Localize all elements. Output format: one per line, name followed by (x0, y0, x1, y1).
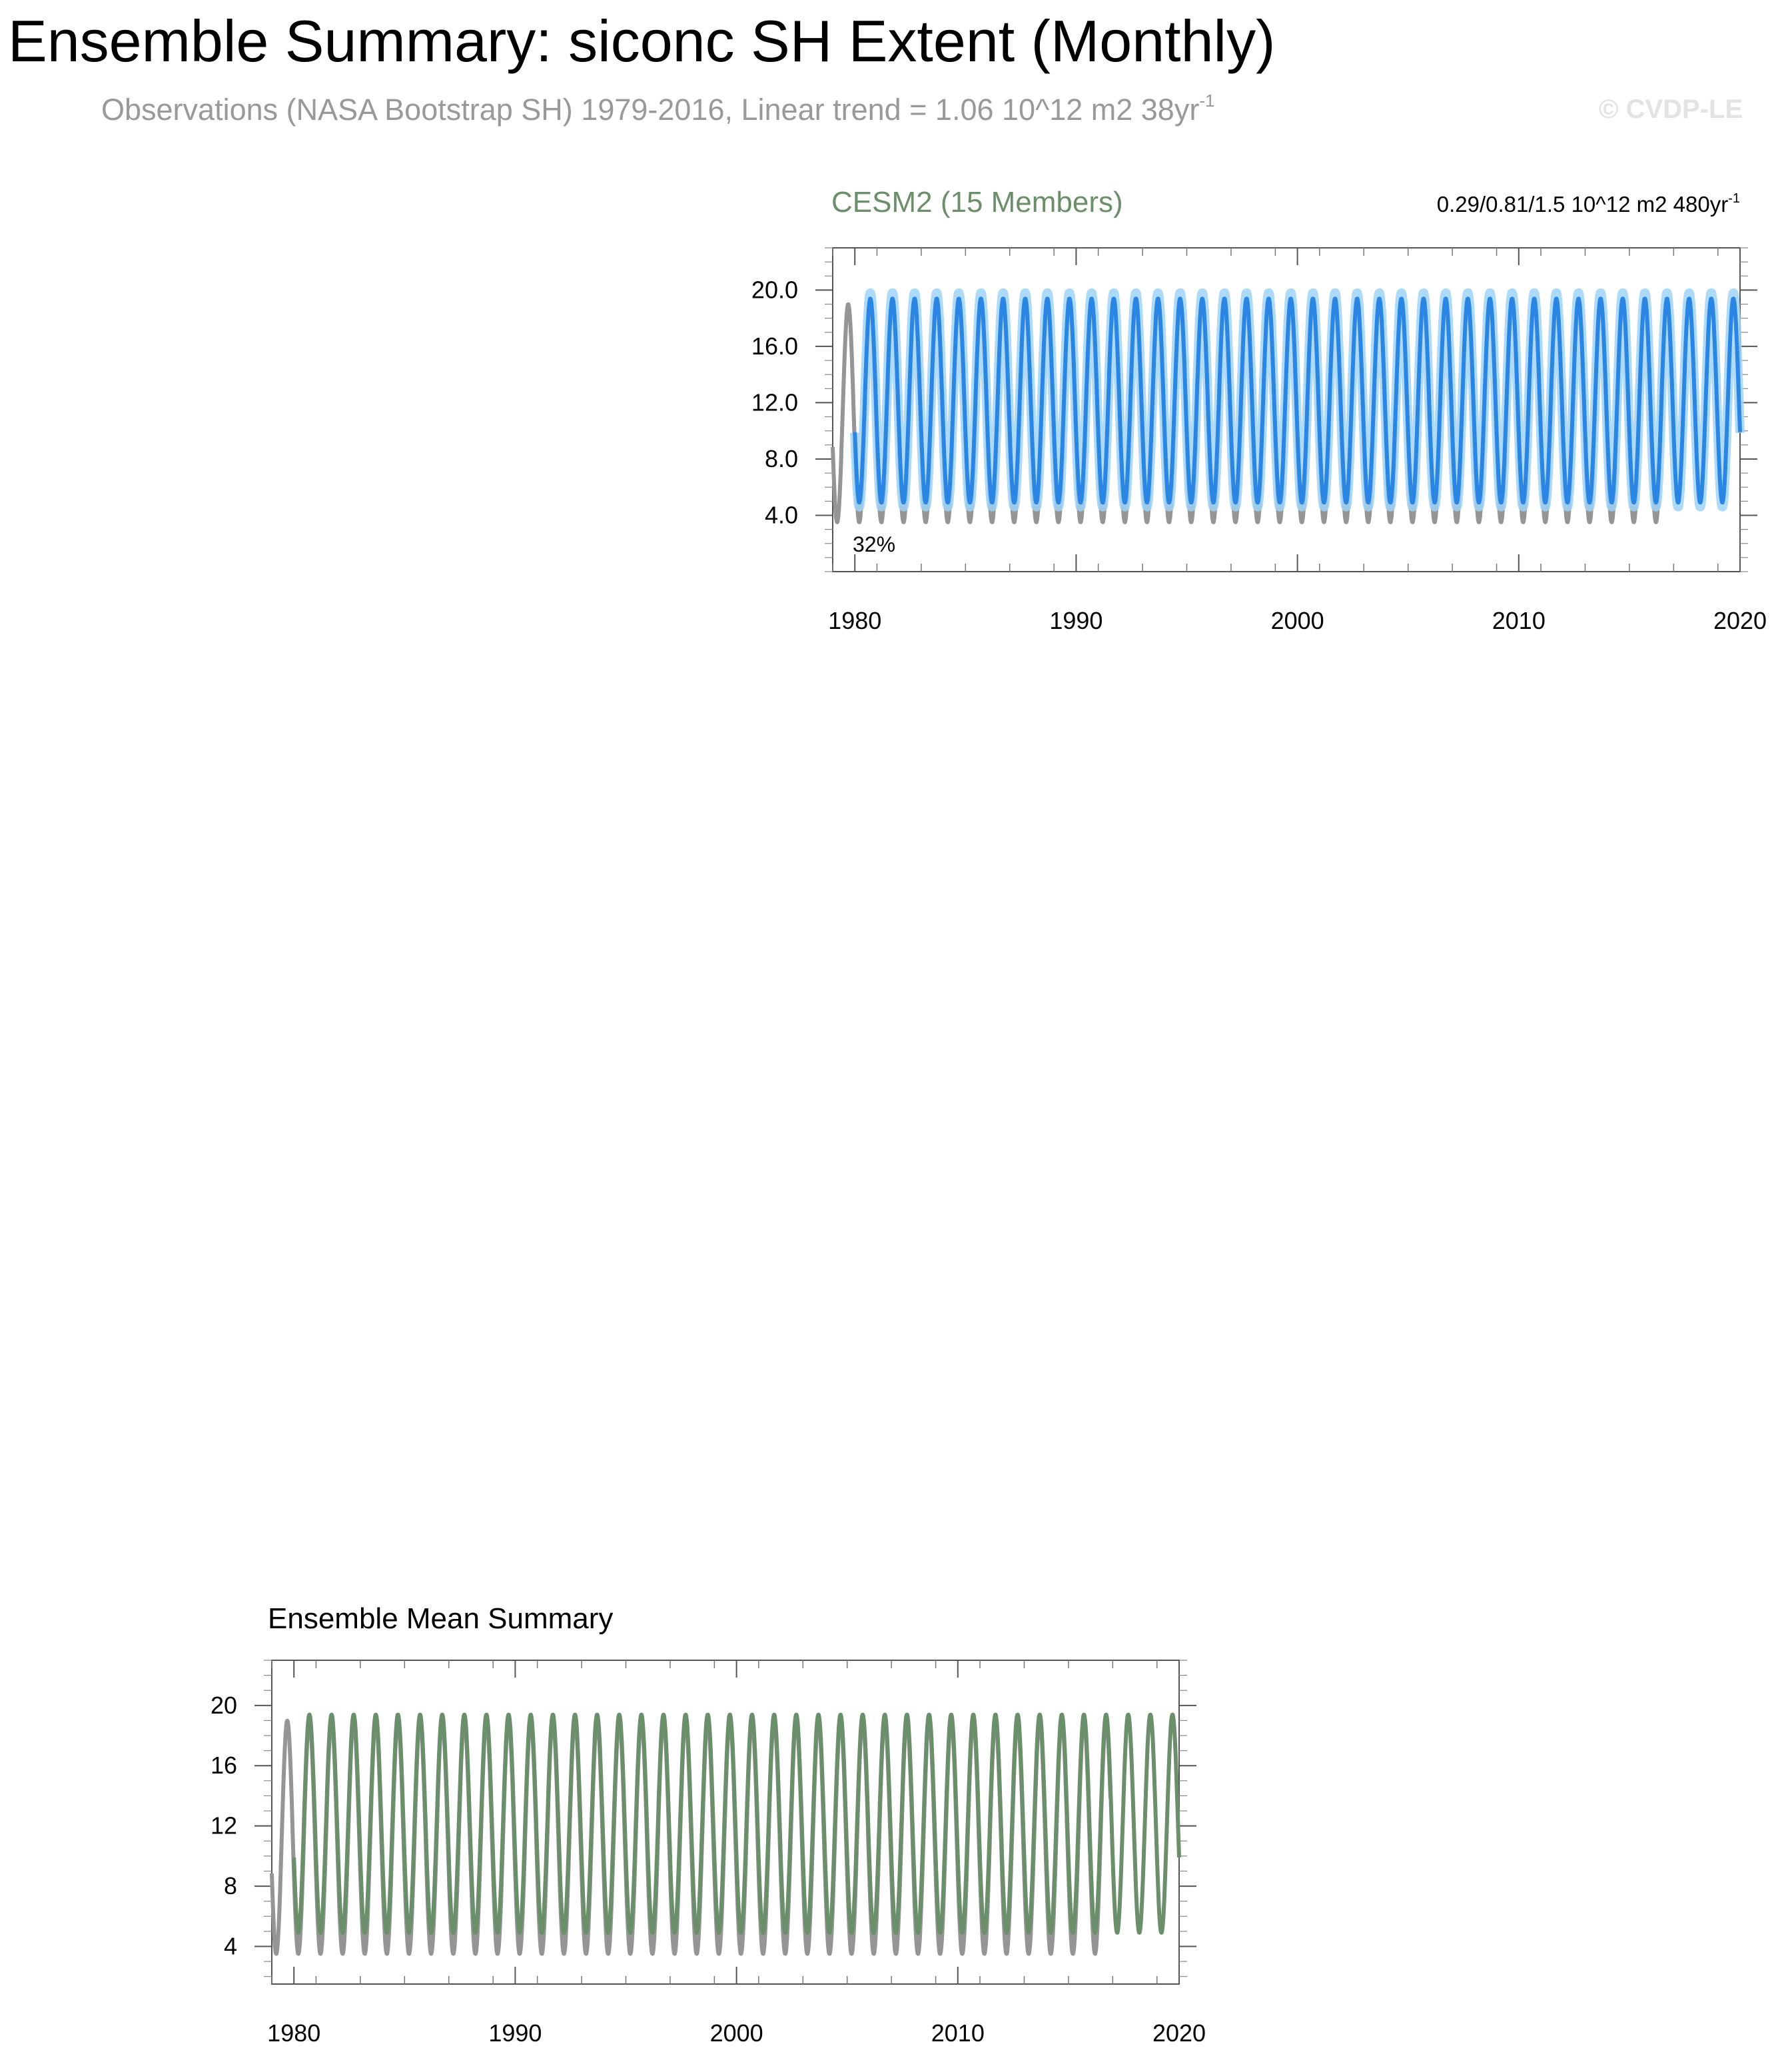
cesm2-xtick-label: 1980 (828, 607, 881, 634)
cesm2-xtick-label: 1990 (1049, 607, 1103, 634)
page-title: Ensemble Summary: siconc SH Extent (Mont… (8, 8, 1276, 74)
cesm2-series-model-mean (853, 296, 1742, 505)
ensemble-mean-ytick-label: 16 (211, 1752, 237, 1779)
cesm2-annotation: 32% (853, 532, 895, 556)
cesm2-series (831, 288, 1745, 524)
cesm2-ytick-label: 8.0 (765, 445, 798, 472)
subtitle-exponent: -1 (1199, 91, 1215, 111)
cesm2-tick-labels: 1980 1990 2000 2010 2020 4.0 8.0 12.0 16.0 20.0 (751, 276, 1767, 634)
ensemble-mean-series-model-mean (292, 1712, 1181, 1935)
ensemble-mean-panel: Ensemble Mean Summary 1980 1990 2000 2010 20… (211, 1602, 1206, 2047)
watermark: © CVDP-LE (1599, 95, 1743, 124)
cesm2-ticks (815, 247, 1757, 572)
cesm2-ytick-label: 4.0 (765, 501, 798, 528)
ensemble-mean-xtick-label: 2000 (710, 2019, 763, 2047)
ensemble-mean-series (270, 1712, 1181, 1956)
ensemble-mean-title: Ensemble Mean Summary (268, 1602, 613, 1635)
cesm2-ytick-label: 20.0 (751, 276, 798, 303)
cesm2-ytick-label: 12.0 (751, 388, 798, 416)
cesm2-xtick-label: 2000 (1271, 607, 1324, 634)
ensemble-mean-ytick-label: 20 (211, 1692, 237, 1719)
cesm2-panel: CESM2 (15 Members) 0.29/0.81/1.5 10^12 m… (751, 186, 1767, 634)
page-subtitle: Observations (NASA Bootstrap SH) 1979-20… (101, 91, 1215, 127)
ensemble-mean-ytick-label: 4 (224, 1932, 237, 1959)
ensemble-mean-xtick-label: 1980 (267, 2019, 320, 2047)
cesm2-xtick-label: 2020 (1713, 607, 1767, 634)
ensemble-mean-tick-labels: 1980 1990 2000 2010 2020 4 8 12 16 20 (211, 1692, 1206, 2047)
ensemble-mean-ytick-label: 8 (224, 1872, 237, 1899)
cesm2-ytick-label: 16.0 (751, 332, 798, 360)
cesm2-xtick-label: 2010 (1492, 607, 1546, 634)
ensemble-mean-ytick-label: 12 (211, 1812, 237, 1839)
ensemble-mean-xtick-label: 2010 (931, 2019, 985, 2047)
ensemble-mean-xtick-label: 2020 (1152, 2019, 1206, 2047)
cesm2-panel-title: CESM2 (15 Members) (831, 186, 1123, 219)
ensemble-mean-xtick-label: 1990 (488, 2019, 542, 2047)
cesm2-trend-label: 0.29/0.81/1.5 10^12 m2 480yr-1 (1437, 191, 1740, 217)
ensemble-mean-ticks (254, 1660, 1196, 1984)
